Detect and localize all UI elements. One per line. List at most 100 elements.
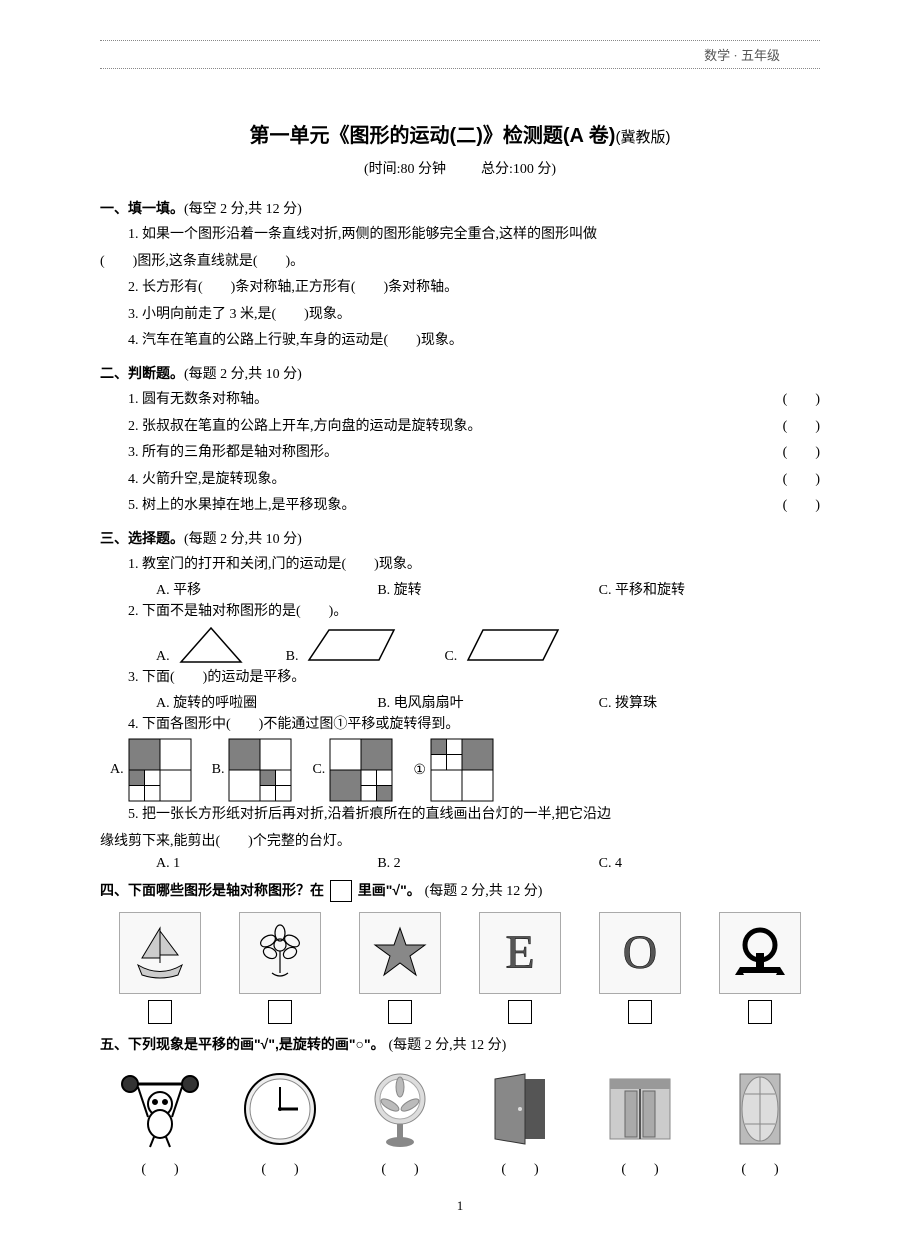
s3-q5-a: A. 1 xyxy=(156,856,377,872)
section2-head: 二、判断题。(每题 2 分,共 10 分) xyxy=(100,363,820,383)
s2-item-5: 5. 树上的水果掉在地上,是平移现象。 ( ) xyxy=(100,493,820,520)
s3-q2-b: B. xyxy=(286,625,405,665)
door-icon xyxy=(475,1064,565,1154)
s2-item-2: 2. 张叔叔在笔直的公路上开车,方向盘的运动是旋转现象。( ) xyxy=(100,414,820,441)
letter-o-icon: O xyxy=(599,912,681,994)
s4-paren: (每题 2 分,共 12 分) xyxy=(425,884,543,899)
s2-head-text: 二、判断题。 xyxy=(100,365,184,381)
svg-text:O: O xyxy=(623,926,658,979)
s4-box-1 xyxy=(148,1000,172,1024)
trapezoid-icon xyxy=(304,625,404,665)
sailboat-icon xyxy=(119,912,201,994)
s2-blank-4: ( ) xyxy=(783,467,820,494)
s5-item-1: ( ) xyxy=(115,1064,205,1178)
s3-q2-c: C. xyxy=(444,625,563,665)
s3-q2-shapes: A. B. C. xyxy=(100,625,820,665)
s5-head-text: 五、下列现象是平移的画"√",是旋转的画"○"。 xyxy=(100,1036,385,1052)
s3-q5-opts: A. 1 B. 2 C. 4 xyxy=(100,856,820,872)
s3-q2-a-label: A. xyxy=(156,649,170,665)
clock-icon xyxy=(235,1064,325,1154)
s2-q2: 2. 张叔叔在笔直的公路上开车,方向盘的运动是旋转现象。 xyxy=(128,414,482,441)
s3-q3: 3. 下面( )的运动是平移。 xyxy=(100,665,820,692)
s5-item-4: ( ) xyxy=(475,1064,565,1178)
s1-q1a: 1. 如果一个图形沿着一条直线对折,两侧的图形能够完全重合,这样的图形叫做 xyxy=(100,222,820,249)
grid-fig-a xyxy=(128,738,192,802)
s5-blank-3: ( ) xyxy=(381,1158,418,1178)
s5-row: ( ) ( ) ( ) ( ) ( ) xyxy=(100,1064,820,1178)
elevator-icon xyxy=(715,1064,805,1154)
s4-box-3 xyxy=(388,1000,412,1024)
s3-q2-b-label: B. xyxy=(286,649,299,665)
grid-fig-b xyxy=(228,738,292,802)
subtitle-score: 总分:100 分) xyxy=(481,162,556,177)
title-suffix: (冀教版) xyxy=(615,129,670,146)
page-container: 数学 · 五年级 第一单元《图形的运动(二)》检测题(A 卷)(冀教版) (时间… xyxy=(0,0,920,1244)
s5-item-2: ( ) xyxy=(235,1064,325,1178)
s5-item-3: ( ) xyxy=(355,1064,445,1178)
fan-icon xyxy=(355,1064,445,1154)
s3-q4-a-label: A. xyxy=(110,762,124,778)
s3-q2: 2. 下面不是轴对称图形的是( )。 xyxy=(100,599,820,626)
s3-q4-b-label: B. xyxy=(212,762,225,778)
s5-item-6: ( ) xyxy=(715,1064,805,1178)
s1-q1b: ( )图形,这条直线就是( )。 xyxy=(100,249,820,276)
s2-blank-3: ( ) xyxy=(783,440,820,467)
s4-head-text: 四、下面哪些图形是轴对称图形？在 xyxy=(100,882,324,898)
s3-q1: 1. 教室门的打开和关闭,门的运动是( )现象。 xyxy=(100,552,820,579)
s1-q3: 3. 小明向前走了 3 米,是( )现象。 xyxy=(100,302,820,329)
s3-q3-c: C. 拨算珠 xyxy=(599,692,820,712)
parallelogram-icon xyxy=(463,625,563,665)
s1-paren: (每空 2 分,共 12 分) xyxy=(184,202,302,217)
railway-logo-icon xyxy=(719,912,801,994)
weightlifter-icon xyxy=(115,1064,205,1154)
s4-item-2 xyxy=(239,912,321,1024)
s2-q1: 1. 圆有无数条对称轴。 xyxy=(128,387,268,414)
section4-head: 四、下面哪些图形是轴对称图形？在 里画"√"。 (每题 2 分,共 12 分) xyxy=(100,880,820,902)
s3-q4-c: C. xyxy=(312,738,393,802)
s3-q3-opts: A. 旋转的呼啦圈 B. 电风扇扇叶 C. 拨算珠 xyxy=(100,692,820,712)
s1-q2: 2. 长方形有( )条对称轴,正方形有( )条对称轴。 xyxy=(100,275,820,302)
s5-blank-5: ( ) xyxy=(621,1158,658,1178)
header-rule-bottom xyxy=(100,68,820,69)
s3-q4-a: A. xyxy=(110,738,192,802)
s5-blank-6: ( ) xyxy=(741,1158,778,1178)
s3-q5a: 5. 把一张长方形纸对折后再对折,沿着折痕所在的直线画出台灯的一半,把它沿边 xyxy=(100,802,820,829)
s4-item-5: O xyxy=(599,912,681,1024)
s3-q3-a: A. 旋转的呼啦圈 xyxy=(156,692,377,712)
subtitle-time: (时间:80 分钟 xyxy=(364,162,446,177)
s2-q3: 3. 所有的三角形都是轴对称图形。 xyxy=(128,440,338,467)
s2-q5: 5. 树上的水果掉在地上,是平移现象。 xyxy=(128,493,356,520)
s2-item-3: 3. 所有的三角形都是轴对称图形。 ( ) xyxy=(100,440,820,467)
s2-item-4: 4. 火箭升空,是旋转现象。 ( ) xyxy=(100,467,820,494)
s1-q4: 4. 汽车在笔直的公路上行驶,车身的运动是( )现象。 xyxy=(100,328,820,355)
s2-q4: 4. 火箭升空,是旋转现象。 xyxy=(128,467,286,494)
s5-blank-2: ( ) xyxy=(261,1158,298,1178)
s2-paren: (每题 2 分,共 10 分) xyxy=(184,367,302,382)
s2-blank-5: ( ) xyxy=(783,493,820,520)
triangle-icon xyxy=(176,625,246,665)
section5-head: 五、下列现象是平移的画"√",是旋转的画"○"。 (每题 2 分,共 12 分) xyxy=(100,1034,820,1054)
page-title: 第一单元《图形的运动(二)》检测题(A 卷)(冀教版) xyxy=(100,119,820,148)
s3-q3-b: B. 电风扇扇叶 xyxy=(377,692,598,712)
grid-fig-d xyxy=(430,738,494,802)
section3-head: 三、选择题。(每题 2 分,共 10 分) xyxy=(100,528,820,548)
s3-paren: (每题 2 分,共 10 分) xyxy=(184,532,302,547)
s5-paren: (每题 2 分,共 12 分) xyxy=(388,1038,506,1053)
svg-text:E: E xyxy=(505,926,534,979)
s3-head-text: 三、选择题。 xyxy=(100,530,184,546)
s3-q2-a: A. xyxy=(156,625,246,665)
s2-item-1: 1. 圆有无数条对称轴。( ) xyxy=(100,387,820,414)
inline-checkbox-icon xyxy=(330,880,352,902)
s3-q4-figs: A. B. xyxy=(100,738,820,802)
s4-box-6 xyxy=(748,1000,772,1024)
revolving-door-icon xyxy=(595,1064,685,1154)
s3-q1-b: B. 旋转 xyxy=(377,579,598,599)
s3-q4: 4. 下面各图形中( )不能通过图①平移或旋转得到。 xyxy=(100,712,820,739)
s4-item-6 xyxy=(719,912,801,1024)
s3-q1-c: C. 平移和旋转 xyxy=(599,579,820,599)
s3-q4-c-label: C. xyxy=(312,762,325,778)
s5-blank-4: ( ) xyxy=(501,1158,538,1178)
s3-q5-b: B. 2 xyxy=(377,856,598,872)
star-icon xyxy=(359,912,441,994)
s4-box-4 xyxy=(508,1000,532,1024)
